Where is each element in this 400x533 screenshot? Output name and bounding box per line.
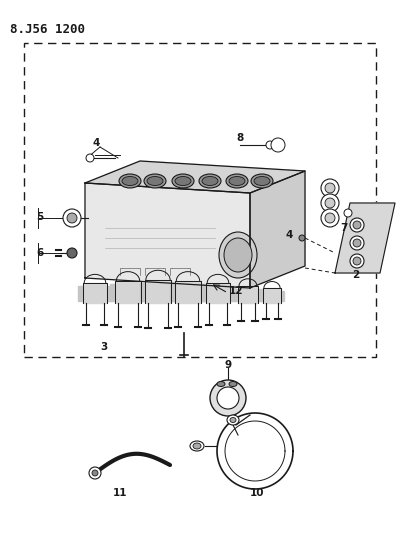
Ellipse shape bbox=[229, 176, 245, 185]
Ellipse shape bbox=[353, 239, 361, 247]
Circle shape bbox=[67, 213, 77, 223]
Circle shape bbox=[266, 141, 274, 149]
Ellipse shape bbox=[353, 221, 361, 229]
Polygon shape bbox=[85, 183, 250, 288]
Text: 7: 7 bbox=[340, 223, 348, 233]
Ellipse shape bbox=[353, 257, 361, 265]
Ellipse shape bbox=[350, 236, 364, 250]
Text: 8: 8 bbox=[236, 133, 244, 143]
Polygon shape bbox=[85, 161, 305, 193]
Ellipse shape bbox=[227, 415, 239, 425]
Circle shape bbox=[67, 248, 77, 258]
Polygon shape bbox=[281, 291, 284, 301]
Ellipse shape bbox=[230, 417, 236, 423]
Ellipse shape bbox=[119, 174, 141, 188]
Polygon shape bbox=[206, 283, 230, 303]
Ellipse shape bbox=[350, 254, 364, 268]
Polygon shape bbox=[83, 283, 107, 303]
Text: 12: 12 bbox=[229, 286, 243, 296]
Polygon shape bbox=[110, 284, 115, 301]
Ellipse shape bbox=[144, 174, 166, 188]
Polygon shape bbox=[230, 286, 235, 301]
Circle shape bbox=[325, 213, 335, 223]
Polygon shape bbox=[201, 284, 206, 301]
Text: 8.J56 1200: 8.J56 1200 bbox=[10, 23, 85, 36]
Circle shape bbox=[321, 194, 339, 212]
Ellipse shape bbox=[350, 218, 364, 232]
Polygon shape bbox=[201, 286, 206, 301]
Ellipse shape bbox=[193, 443, 201, 449]
Polygon shape bbox=[78, 286, 83, 301]
Text: 2: 2 bbox=[352, 270, 360, 280]
Ellipse shape bbox=[224, 238, 252, 272]
Ellipse shape bbox=[229, 382, 237, 386]
Polygon shape bbox=[335, 203, 395, 273]
Ellipse shape bbox=[199, 174, 221, 188]
Circle shape bbox=[344, 209, 352, 217]
Ellipse shape bbox=[217, 382, 225, 386]
Polygon shape bbox=[263, 288, 281, 303]
Ellipse shape bbox=[175, 176, 191, 185]
Polygon shape bbox=[140, 283, 145, 301]
Polygon shape bbox=[238, 286, 258, 303]
Polygon shape bbox=[234, 289, 238, 301]
Text: 3: 3 bbox=[100, 342, 108, 352]
Text: 6: 6 bbox=[36, 248, 44, 258]
Circle shape bbox=[321, 179, 339, 197]
Text: 9: 9 bbox=[224, 360, 232, 370]
Polygon shape bbox=[175, 281, 201, 303]
Text: 4: 4 bbox=[92, 138, 100, 148]
Circle shape bbox=[217, 387, 239, 409]
Ellipse shape bbox=[172, 174, 194, 188]
Ellipse shape bbox=[254, 176, 270, 185]
Polygon shape bbox=[145, 280, 171, 303]
Ellipse shape bbox=[122, 176, 138, 185]
Text: 11: 11 bbox=[113, 488, 127, 498]
Ellipse shape bbox=[251, 174, 273, 188]
Ellipse shape bbox=[226, 174, 248, 188]
Polygon shape bbox=[107, 286, 112, 301]
Polygon shape bbox=[171, 283, 176, 301]
Circle shape bbox=[63, 209, 81, 227]
Text: 5: 5 bbox=[36, 212, 44, 222]
Polygon shape bbox=[260, 291, 263, 301]
Circle shape bbox=[299, 235, 305, 241]
Polygon shape bbox=[115, 281, 141, 303]
Circle shape bbox=[86, 154, 94, 162]
Circle shape bbox=[92, 470, 98, 476]
Circle shape bbox=[89, 467, 101, 479]
Polygon shape bbox=[250, 171, 305, 288]
Ellipse shape bbox=[219, 232, 257, 278]
Circle shape bbox=[325, 198, 335, 208]
Circle shape bbox=[325, 183, 335, 193]
Circle shape bbox=[271, 138, 285, 152]
Ellipse shape bbox=[190, 441, 204, 451]
Polygon shape bbox=[258, 289, 262, 301]
Text: 4: 4 bbox=[285, 230, 293, 240]
Ellipse shape bbox=[202, 176, 218, 185]
Text: 10: 10 bbox=[250, 488, 264, 498]
Circle shape bbox=[321, 209, 339, 227]
Polygon shape bbox=[141, 284, 146, 301]
Polygon shape bbox=[170, 284, 175, 301]
Circle shape bbox=[210, 380, 246, 416]
Ellipse shape bbox=[147, 176, 163, 185]
